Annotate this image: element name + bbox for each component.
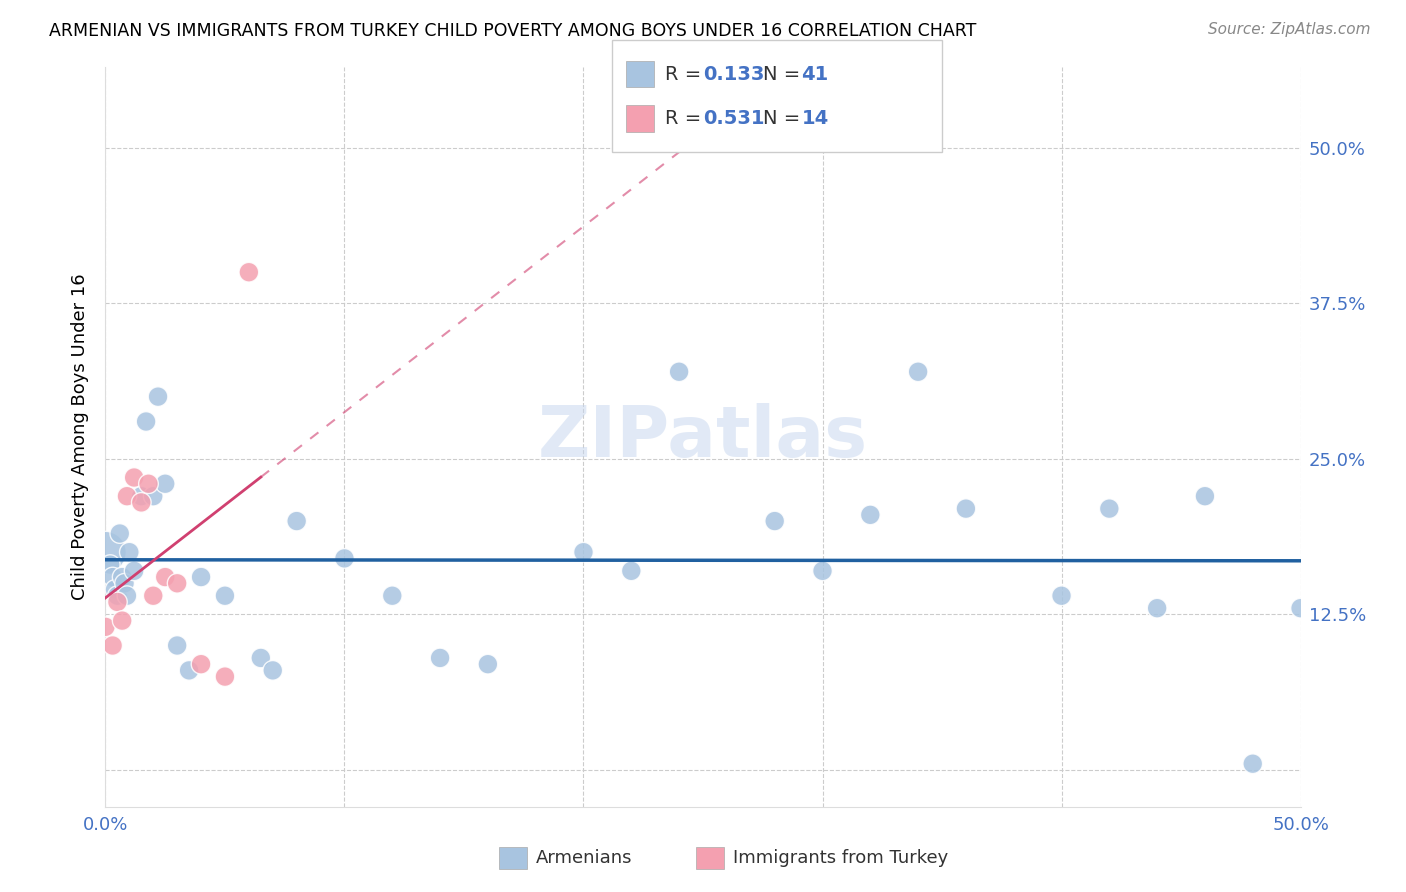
Point bbox=[381, 589, 404, 603]
Point bbox=[1241, 756, 1264, 771]
Point bbox=[107, 595, 129, 609]
Point bbox=[146, 390, 169, 404]
Point bbox=[111, 570, 134, 584]
Text: Immigrants from Turkey: Immigrants from Turkey bbox=[733, 849, 948, 867]
Point bbox=[138, 476, 160, 491]
Point bbox=[107, 589, 129, 603]
Point bbox=[135, 415, 157, 429]
Point bbox=[262, 664, 284, 678]
Text: Armenians: Armenians bbox=[536, 849, 633, 867]
Point bbox=[177, 664, 201, 678]
Point bbox=[620, 564, 643, 578]
Point bbox=[94, 545, 117, 559]
Point bbox=[250, 651, 273, 665]
Point bbox=[811, 564, 834, 578]
Point bbox=[98, 558, 121, 572]
Point bbox=[153, 476, 177, 491]
Point bbox=[114, 576, 136, 591]
Point bbox=[129, 495, 153, 509]
Text: 0.531: 0.531 bbox=[703, 109, 765, 128]
Point bbox=[101, 639, 124, 653]
Point bbox=[763, 514, 786, 528]
Point bbox=[907, 365, 929, 379]
Text: 41: 41 bbox=[801, 64, 828, 84]
Point bbox=[214, 589, 236, 603]
Point bbox=[118, 545, 141, 559]
Point bbox=[190, 657, 212, 672]
Point bbox=[122, 470, 145, 484]
Text: Source: ZipAtlas.com: Source: ZipAtlas.com bbox=[1208, 22, 1371, 37]
Point bbox=[142, 589, 165, 603]
Text: ZIPatlas: ZIPatlas bbox=[538, 402, 868, 472]
Point bbox=[1098, 501, 1121, 516]
Point bbox=[190, 570, 212, 584]
Text: R =: R = bbox=[665, 64, 707, 84]
Point bbox=[115, 589, 138, 603]
Point bbox=[477, 657, 499, 672]
Point bbox=[122, 564, 145, 578]
Text: N =: N = bbox=[763, 64, 807, 84]
Point bbox=[333, 551, 356, 566]
Text: N =: N = bbox=[763, 109, 807, 128]
Point bbox=[429, 651, 451, 665]
Point bbox=[859, 508, 882, 522]
Point bbox=[1050, 589, 1073, 603]
Point bbox=[1194, 489, 1216, 503]
Text: R =: R = bbox=[665, 109, 707, 128]
Point bbox=[214, 670, 236, 684]
Point bbox=[104, 582, 127, 597]
Point bbox=[101, 570, 124, 584]
Point bbox=[108, 526, 131, 541]
Point bbox=[142, 489, 165, 503]
Point bbox=[572, 545, 595, 559]
Text: ARMENIAN VS IMMIGRANTS FROM TURKEY CHILD POVERTY AMONG BOYS UNDER 16 CORRELATION: ARMENIAN VS IMMIGRANTS FROM TURKEY CHILD… bbox=[49, 22, 977, 40]
Point bbox=[285, 514, 308, 528]
Text: 14: 14 bbox=[801, 109, 828, 128]
Point bbox=[153, 570, 177, 584]
Point bbox=[129, 489, 153, 503]
Point bbox=[166, 639, 188, 653]
Y-axis label: Child Poverty Among Boys Under 16: Child Poverty Among Boys Under 16 bbox=[72, 274, 90, 600]
Point bbox=[111, 614, 134, 628]
Point bbox=[1146, 601, 1168, 615]
Point bbox=[238, 265, 260, 279]
Point bbox=[166, 576, 188, 591]
Point bbox=[1289, 601, 1312, 615]
Point bbox=[115, 489, 138, 503]
Point bbox=[668, 365, 690, 379]
Text: 0.133: 0.133 bbox=[703, 64, 765, 84]
Point bbox=[94, 620, 117, 634]
Point bbox=[955, 501, 977, 516]
